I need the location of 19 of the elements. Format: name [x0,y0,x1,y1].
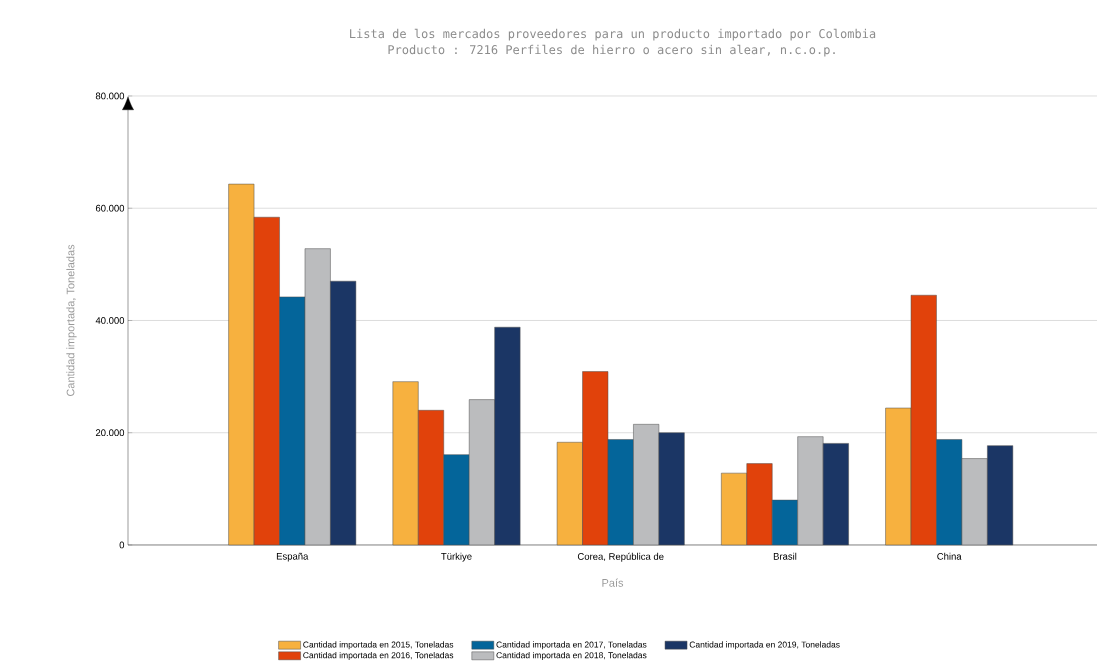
y-tick-label: 20.000 [95,429,125,437]
x-axis-title: País [602,578,624,587]
x-tick-label: China [937,552,962,560]
legend-label: Cantidad importada en 2018, Toneladas [496,652,647,660]
x-tick-label: Türkiye [441,552,472,562]
legend-label: Cantidad importada en 2017, Toneladas [496,641,647,650]
legend-label: Cantidad importada en 2019, Toneladas [689,641,840,650]
x-tick-label: Brasil [773,552,797,560]
y-tick-label: 60.000 [95,204,125,212]
y-tick-label: 0 [119,541,125,549]
legend-label: Cantidad importada en 2015, Toneladas [303,641,454,650]
y-axis-title: Cantidad importada, Toneladas [66,244,77,397]
chart-subtitle: Producto : 7216 Perfiles de hierro o acero sin alear, n.c.o.p. [388,44,835,57]
legend-label: Cantidad importada en 2016, Toneladas [303,652,454,660]
y-tick-label: 40.000 [95,317,125,324]
x-tick-label: Corea, República de [577,552,664,562]
x-tick-label: España [276,552,309,562]
chart-title: Lista de los mercados proveedores para un producto importado por Colombia [350,28,876,41]
y-tick-label: 80.000 [95,92,125,100]
